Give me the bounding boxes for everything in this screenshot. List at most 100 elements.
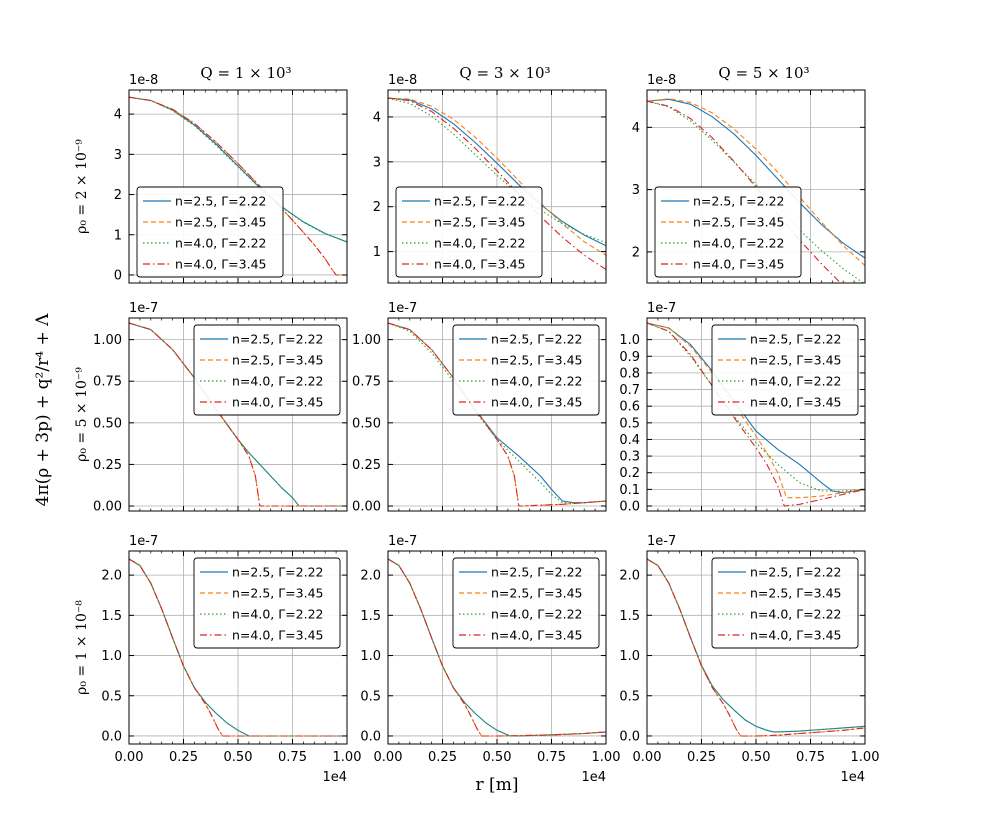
tick-label-y: 0.3 (619, 450, 640, 465)
offset-label-y: 1e-7 (129, 534, 158, 549)
offset-label-y: 1e-8 (647, 73, 676, 88)
legend-label: n=2.5, Γ=3.45 (491, 353, 583, 368)
tick-label-x: 0.50 (742, 750, 771, 765)
legend: n=2.5, Γ=2.22 n=2.5, Γ=3.45 n=4.0, Γ=2.22 n… (452, 324, 600, 416)
series-line-2 (647, 322, 865, 492)
legend: n=2.5, Γ=2.22 n=2.5, Γ=3.45 n=4.0, Γ=2.22 n… (711, 557, 859, 649)
legend: n=2.5, Γ=2.22 n=2.5, Γ=3.45 n=4.0, Γ=2.22 n… (193, 557, 341, 649)
tick-label-y: 1.0 (619, 333, 640, 348)
tick-label-y: 1.0 (101, 649, 122, 664)
tick-label-y: 1.5 (619, 609, 640, 624)
legend-label: n=4.0, Γ=3.45 (491, 628, 583, 643)
tick-label-y: 0.00 (93, 500, 122, 515)
tick-label-y: 1.5 (101, 609, 122, 624)
series-line-3 (388, 558, 606, 737)
legend-label: n=2.5, Γ=2.22 (232, 565, 324, 580)
tick-label-x: 0.25 (169, 750, 198, 765)
legend-label: n=4.0, Γ=3.45 (434, 257, 526, 272)
tick-label-y: 0.25 (352, 458, 381, 473)
legend-label: n=4.0, Γ=3.45 (750, 628, 842, 643)
tick-label-y: 3 (114, 148, 122, 163)
series-line-0 (647, 98, 865, 259)
legend-label: n=2.5, Γ=2.22 (750, 332, 842, 347)
tick-label-y: 0.9 (619, 350, 640, 365)
panel-r2c0: 0.00 0.25 0.50 0.75 1.00 0.0 0.5 1.0 1.5 2.0 1e-7 1… (74, 534, 361, 785)
tick-label-y: 0.0 (619, 500, 640, 515)
tick-label-x: 0.25 (428, 750, 457, 765)
series-line-2 (129, 558, 347, 737)
tick-label-x: 0.50 (483, 750, 512, 765)
tick-label-y: 0.5 (360, 689, 381, 704)
legend-label: n=4.0, Γ=2.22 (232, 374, 324, 389)
legend-box (654, 186, 802, 278)
series-group (129, 558, 347, 737)
tick-label-y: 4 (373, 110, 381, 125)
legend-label: n=2.5, Γ=2.22 (175, 194, 267, 209)
offset-label-x: 1e4 (840, 770, 865, 785)
legend: n=2.5, Γ=2.22 n=2.5, Γ=3.45 n=4.0, Γ=2.22 n… (452, 557, 600, 649)
tick-label-y: 0.0 (619, 729, 640, 744)
tick-label-y: 0.6 (619, 400, 640, 415)
tick-label-x: 0.50 (224, 750, 253, 765)
offset-label-y: 1e-8 (388, 73, 417, 88)
tick-label-y: 4 (632, 121, 640, 136)
tick-label-y: 1 (114, 228, 122, 243)
panel-r1c2: 0.0 0.1 0.20.3 0.4 0.50.6 0.7 0.80.9 1.0 1e-7 n=2… (619, 301, 866, 515)
tick-label-y: 0.5 (101, 689, 122, 704)
offset-label-x: 1e4 (322, 770, 347, 785)
panel-title: Q = 1 × 10³ (200, 64, 291, 82)
legend-label: n=4.0, Γ=2.22 (175, 236, 267, 251)
legend-box (193, 324, 341, 416)
tick-label-y: 0.50 (93, 416, 122, 431)
legend-label: n=4.0, Γ=3.45 (175, 257, 267, 272)
legend-label: n=4.0, Γ=3.45 (750, 395, 842, 410)
legend-label: n=2.5, Γ=3.45 (491, 586, 583, 601)
legend-label: n=2.5, Γ=2.22 (434, 194, 526, 209)
tick-label-y: 0.25 (93, 458, 122, 473)
series-group (388, 558, 606, 737)
series-line-1 (388, 97, 606, 256)
tick-label-x: 0.00 (633, 750, 662, 765)
series-line-3 (647, 558, 865, 737)
series-group (388, 97, 606, 270)
tick-label-y: 0.0 (360, 729, 381, 744)
legend-label: n=2.5, Γ=3.45 (175, 215, 267, 230)
legend-box (136, 186, 284, 278)
tick-label-x: 0.00 (115, 750, 144, 765)
legend-label: n=2.5, Γ=3.45 (232, 353, 324, 368)
tick-label-y: 1 (373, 245, 381, 260)
legend: n=2.5, Γ=2.22 n=2.5, Γ=3.45 n=4.0, Γ=2.22 n… (193, 324, 341, 416)
series-group (647, 98, 865, 283)
tick-label-y: 0.50 (352, 416, 381, 431)
legend-label: n=2.5, Γ=2.22 (750, 565, 842, 580)
legend-label: n=2.5, Γ=3.45 (693, 215, 785, 230)
series-group (647, 558, 865, 737)
legend-label: n=2.5, Γ=2.22 (693, 194, 785, 209)
series-group (647, 322, 865, 507)
legend-label: n=4.0, Γ=3.45 (232, 395, 324, 410)
legend-label: n=2.5, Γ=2.22 (232, 332, 324, 347)
tick-label-x: 0.75 (278, 750, 307, 765)
tick-label-y: 1.0 (619, 649, 640, 664)
tick-label-y: 0.75 (93, 375, 122, 390)
tick-label-y: 0.1 (619, 483, 640, 498)
legend-label: n=4.0, Γ=2.22 (491, 374, 583, 389)
legend: n=2.5, Γ=2.22 n=2.5, Γ=3.45 n=4.0, Γ=2.22 n… (654, 186, 802, 278)
tick-label-y: 2.0 (360, 569, 381, 584)
tick-label-y: 0.0 (101, 729, 122, 744)
legend-label: n=4.0, Γ=2.22 (232, 607, 324, 622)
tick-label-y: 4 (114, 108, 122, 123)
tick-label-y: 0.00 (352, 500, 381, 515)
tick-label-y: 2 (114, 188, 122, 203)
series-line-3 (647, 322, 865, 507)
legend-box (452, 557, 600, 649)
legend-label: n=4.0, Γ=3.45 (232, 628, 324, 643)
tick-label-x: 0.25 (687, 750, 716, 765)
row-label: ρ₀ = 1 × 10⁻⁸ (74, 600, 90, 695)
legend-label: n=4.0, Γ=2.22 (750, 607, 842, 622)
tick-label-y: 1.5 (360, 609, 381, 624)
